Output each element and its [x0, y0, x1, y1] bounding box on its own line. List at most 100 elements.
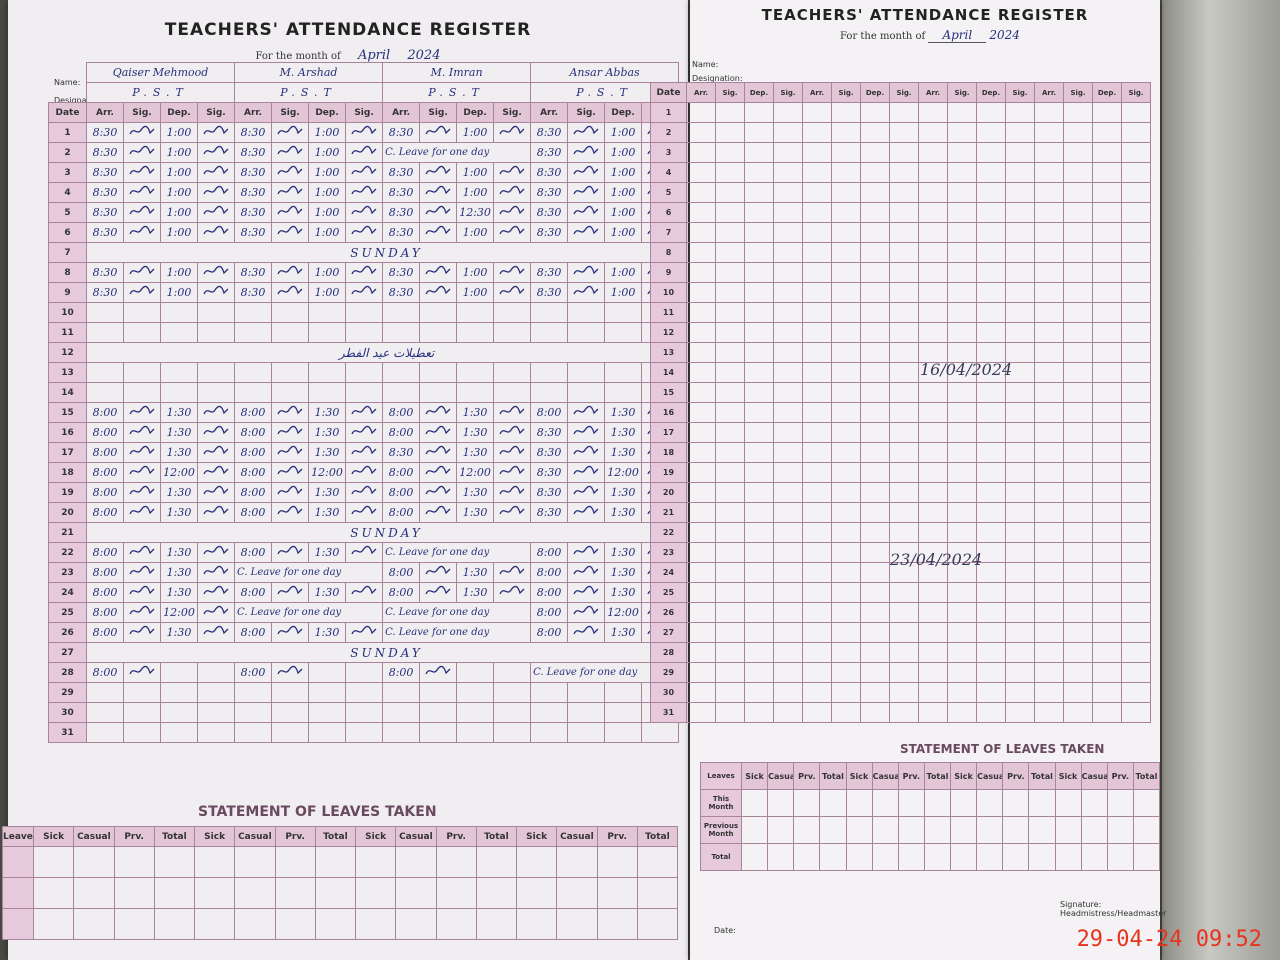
column-header: Sig. — [345, 102, 384, 123]
signature-scribble — [203, 425, 229, 435]
empty-cell — [1063, 242, 1093, 263]
signature-scribble — [203, 285, 229, 295]
leave-note: C. Leave for one day — [382, 602, 532, 623]
empty-cell — [1063, 282, 1093, 303]
empty-cell — [556, 908, 598, 940]
empty-cell — [1063, 362, 1093, 383]
empty-cell — [456, 722, 495, 743]
signature-stroke — [129, 465, 155, 475]
arrival-time: 8:30 — [530, 262, 569, 283]
arrival-time: 8:00 — [86, 442, 124, 463]
empty-cell — [845, 816, 873, 844]
empty-cell — [160, 362, 198, 383]
empty-cell — [1034, 382, 1064, 403]
departure-time: 1:30 — [604, 402, 643, 423]
empty-cell — [1002, 843, 1030, 871]
signature-stroke — [351, 185, 377, 195]
leave-note: C. Leave for one day — [234, 602, 384, 623]
empty-cell — [744, 702, 774, 723]
arrival-time: 8:30 — [86, 162, 124, 183]
empty-cell — [456, 322, 495, 343]
empty-cell — [773, 202, 803, 223]
empty-cell — [686, 562, 716, 583]
signature-scribble — [425, 165, 451, 175]
date-cell: 16 — [650, 402, 687, 423]
empty-cell — [860, 302, 890, 323]
empty-cell — [889, 582, 919, 603]
empty-cell — [860, 282, 890, 303]
empty-cell — [113, 908, 155, 940]
departure-signature — [493, 422, 532, 443]
empty-cell — [860, 342, 890, 363]
signature-stroke — [425, 405, 451, 415]
column-header: Dep. — [604, 102, 643, 123]
date-cell: 11 — [48, 322, 87, 343]
empty-cell — [802, 242, 832, 263]
empty-cell — [395, 908, 437, 940]
empty-cell — [802, 422, 832, 443]
signature-stroke — [129, 405, 155, 415]
empty-cell — [976, 182, 1006, 203]
signature-stroke — [499, 265, 525, 275]
empty-cell — [1005, 582, 1035, 603]
arrival-signature — [123, 402, 161, 423]
empty-cell — [1005, 642, 1035, 663]
empty-cell — [715, 622, 745, 643]
empty-cell — [1092, 402, 1122, 423]
departure-signature — [196, 462, 236, 483]
signature-scribble — [203, 225, 229, 235]
signature-scribble — [129, 485, 155, 495]
empty-cell — [686, 542, 716, 563]
signature-scribble — [425, 285, 451, 295]
arrival-time: 8:30 — [382, 162, 421, 183]
empty-cell — [860, 222, 890, 243]
empty-cell — [196, 722, 236, 743]
signature-stroke — [277, 445, 303, 455]
empty-cell — [860, 402, 890, 423]
arrival-signature — [271, 502, 310, 523]
stamp-date: 16/04/2024 — [920, 360, 1013, 379]
empty-cell — [1063, 522, 1093, 543]
empty-cell — [773, 322, 803, 343]
signature-scribble — [351, 445, 377, 455]
signature-stroke — [277, 285, 303, 295]
empty-cell — [802, 482, 832, 503]
stamp-date: 23/04/2024 — [890, 550, 983, 569]
empty-cell — [1034, 642, 1064, 663]
date-cell: 30 — [650, 682, 687, 703]
empty-cell — [1121, 282, 1151, 303]
leaves-row-label: Leaves — [700, 762, 742, 790]
empty-cell — [802, 382, 832, 403]
signature-stroke — [499, 425, 525, 435]
empty-cell — [860, 362, 890, 383]
empty-cell — [860, 502, 890, 523]
column-header: Sig. — [1005, 82, 1035, 103]
departure-time: 1:30 — [604, 442, 643, 463]
signature-scribble — [499, 445, 525, 455]
arrival-signature — [123, 222, 161, 243]
signature-stroke — [277, 425, 303, 435]
attendance-row: 30 — [650, 682, 1151, 703]
date-cell: 12 — [650, 322, 687, 343]
empty-cell — [860, 102, 890, 123]
signature-scribble — [129, 425, 155, 435]
departure-time: 1:30 — [456, 562, 495, 583]
empty-cell — [918, 522, 948, 543]
column-header: Sig. — [567, 102, 606, 123]
date-cell: 17 — [48, 442, 87, 463]
departure-signature — [196, 582, 236, 603]
empty-cell — [715, 302, 745, 323]
arrival-signature — [123, 262, 161, 283]
empty-cell — [234, 302, 273, 323]
empty-cell — [1092, 322, 1122, 343]
leaves-column-header: Prv. — [596, 826, 638, 847]
empty-cell — [897, 843, 925, 871]
arrival-signature — [567, 562, 606, 583]
empty-cell — [530, 702, 569, 723]
empty-cell — [819, 789, 847, 817]
empty-cell — [1106, 816, 1134, 844]
leaves-column-header: Casual — [767, 762, 795, 790]
signature-scribble — [351, 405, 377, 415]
month-label: For the month of — [255, 51, 341, 62]
arrival-signature — [419, 402, 458, 423]
